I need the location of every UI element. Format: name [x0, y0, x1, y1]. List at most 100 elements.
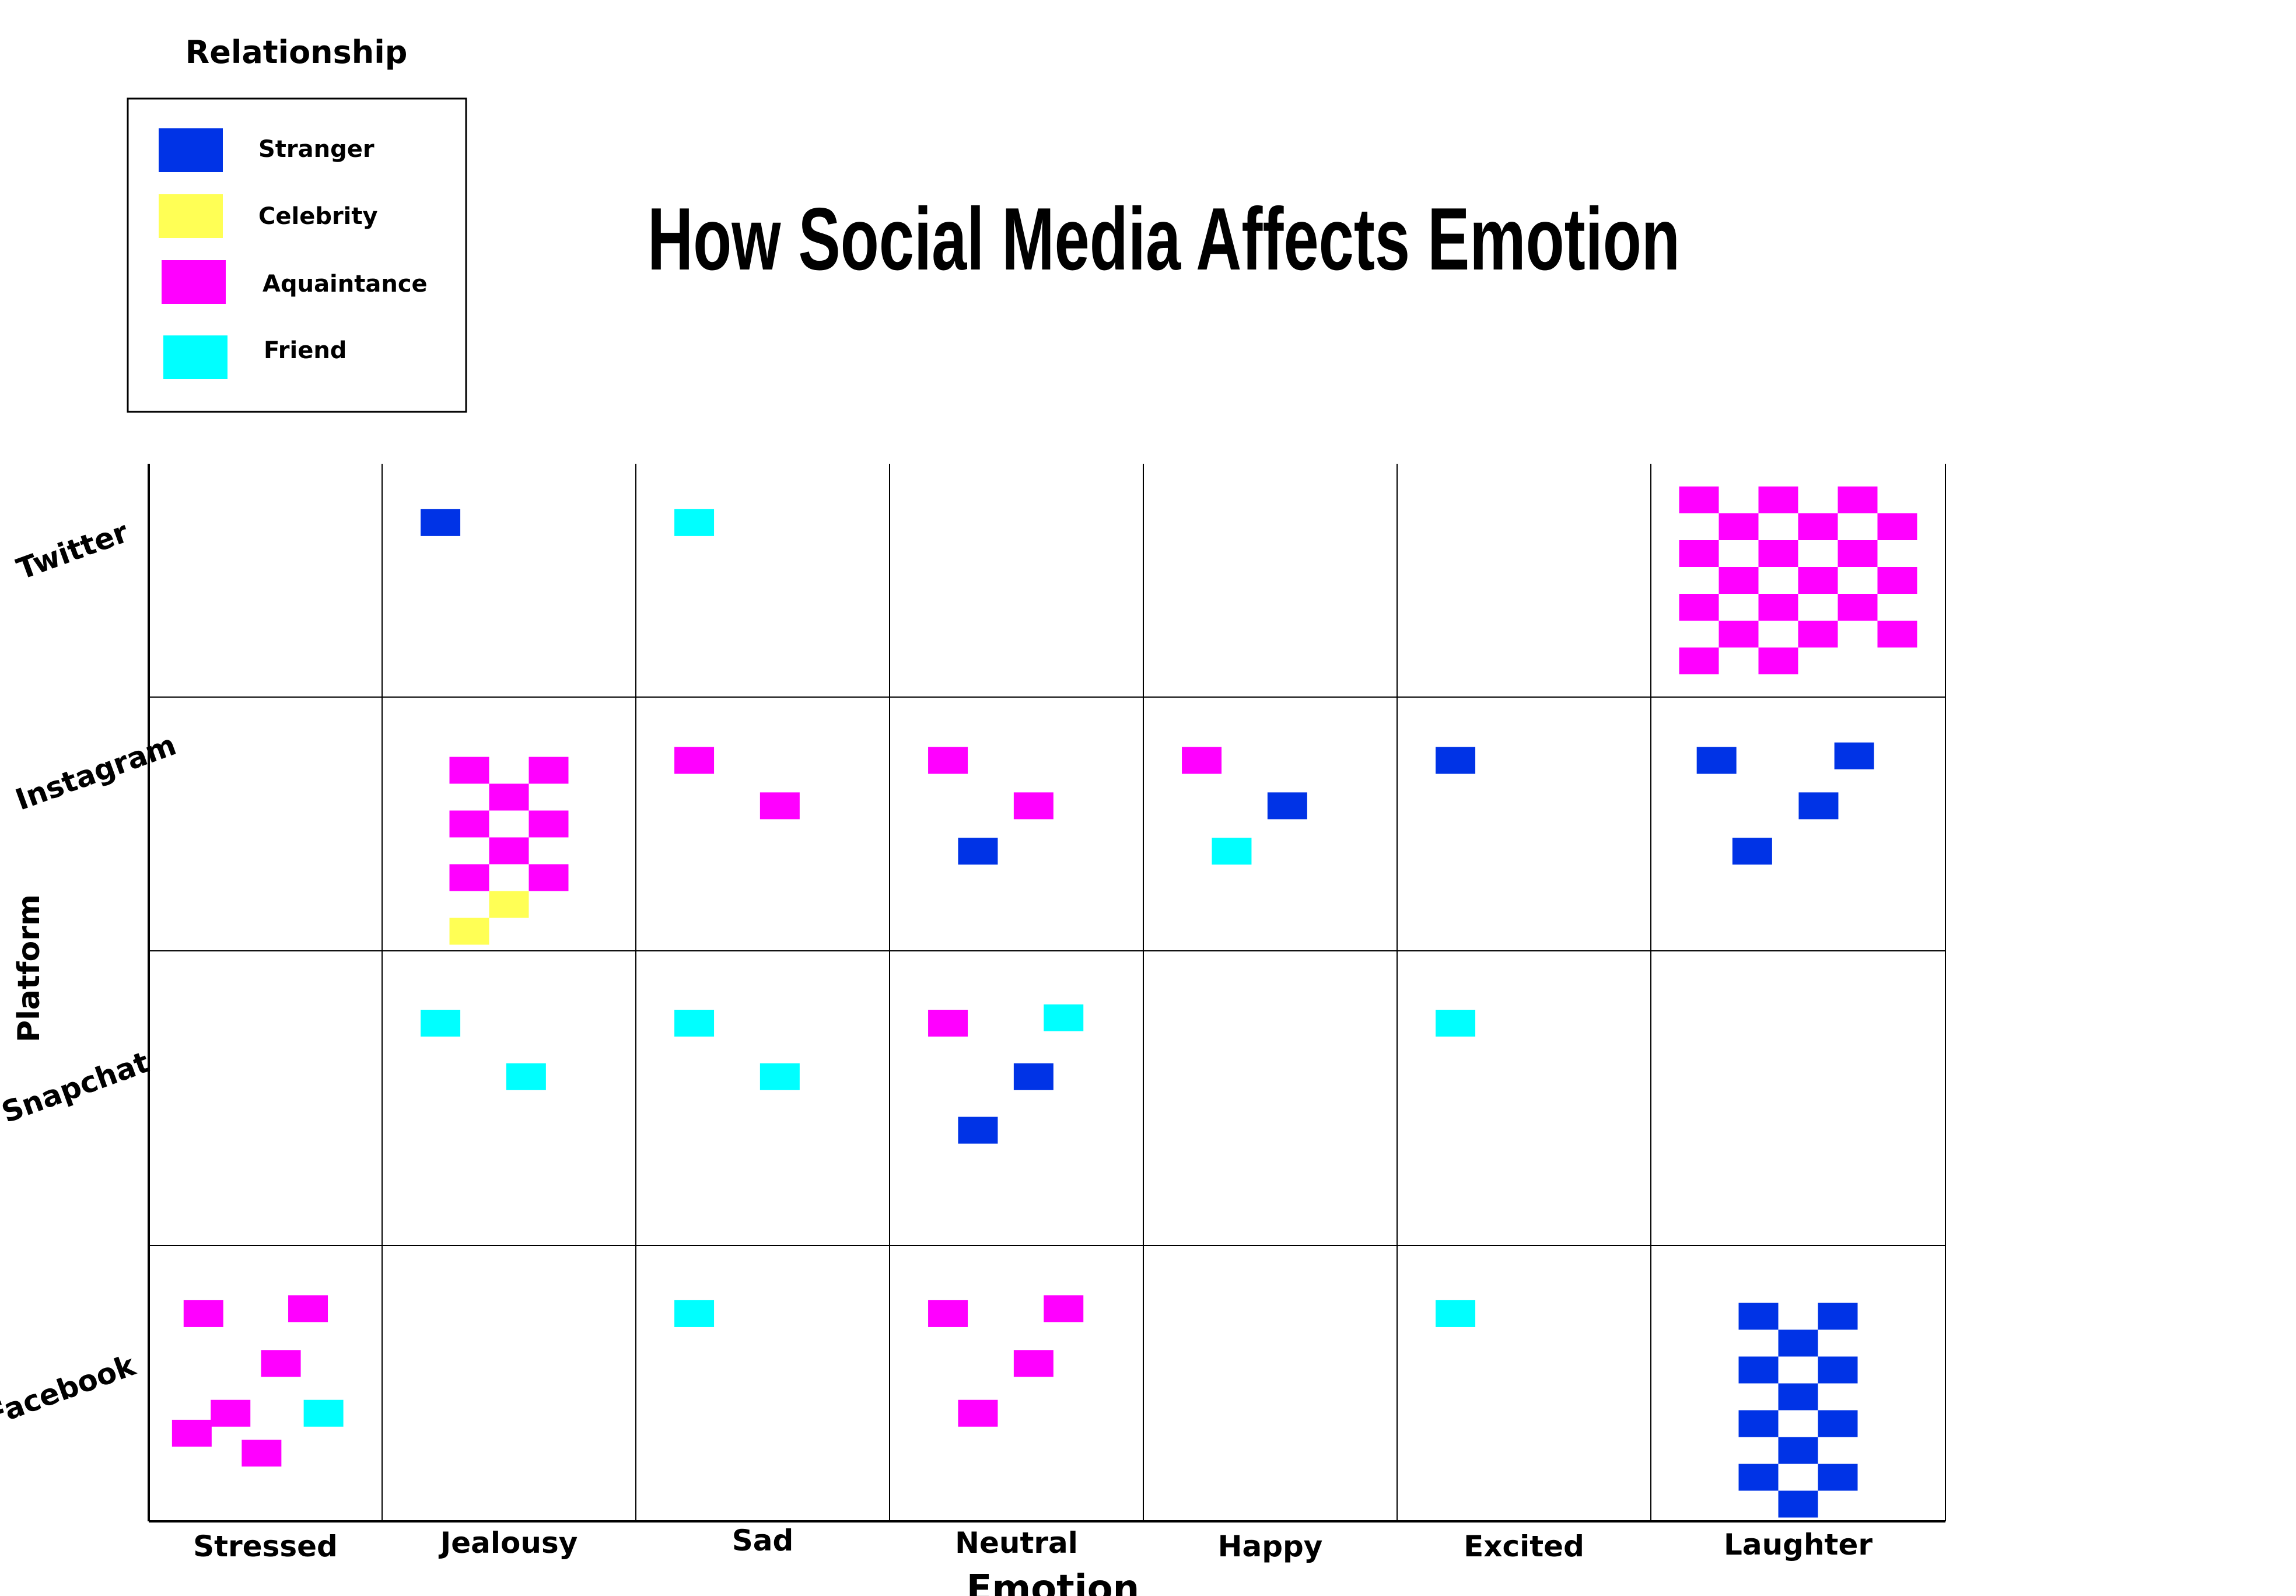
mark-aquaintance	[1838, 487, 1878, 513]
legend-label-stranger: Stranger	[258, 136, 374, 163]
mark-aquaintance	[760, 792, 800, 820]
mark-aquaintance	[261, 1350, 301, 1377]
mark-aquaintance	[1758, 487, 1798, 513]
mark-aquaintance	[183, 1300, 223, 1327]
mark-aquaintance	[1838, 540, 1878, 567]
x-tick-label: Sad	[732, 1524, 794, 1558]
mark-aquaintance	[242, 1440, 282, 1467]
mark-aquaintance	[1877, 567, 1917, 594]
mark-friend	[506, 1063, 546, 1090]
mark-aquaintance	[1758, 594, 1798, 621]
mark-aquaintance	[1718, 513, 1759, 540]
mark-aquaintance	[528, 757, 569, 784]
mark-aquaintance	[288, 1295, 328, 1322]
chart-title: How Social Media Affects Emotion	[648, 190, 1680, 289]
mark-aquaintance	[1718, 621, 1759, 648]
mark-aquaintance	[1877, 621, 1917, 648]
x-tick-label: Neutral	[955, 1526, 1078, 1560]
mark-friend	[1436, 1009, 1476, 1037]
mark-aquaintance	[928, 1009, 968, 1037]
mark-stranger	[1778, 1437, 1818, 1464]
mark-friend	[1212, 838, 1252, 865]
legend-label-celebrity: Celebrity	[258, 203, 378, 230]
mark-aquaintance	[1758, 540, 1798, 567]
mark-aquaintance	[928, 747, 968, 774]
mark-aquaintance	[449, 864, 489, 891]
mark-aquaintance	[674, 747, 715, 774]
mark-aquaintance	[1044, 1295, 1084, 1322]
mark-aquaintance	[1013, 792, 1054, 820]
mark-aquaintance	[1798, 621, 1838, 648]
x-tick-label: Happy	[1218, 1530, 1323, 1563]
mark-stranger	[1436, 747, 1476, 774]
mark-celebrity	[489, 891, 529, 918]
x-tick-label: Excited	[1464, 1530, 1584, 1563]
mark-aquaintance	[1679, 594, 1719, 621]
legend-swatch-aquaintance	[162, 260, 226, 304]
mark-aquaintance	[1877, 513, 1917, 540]
mark-stranger	[1732, 838, 1772, 865]
mark-stranger	[1738, 1410, 1779, 1437]
mark-stranger	[1818, 1464, 1858, 1491]
mark-aquaintance	[528, 810, 569, 838]
mark-stranger	[958, 838, 998, 865]
legend-label-friend: Friend	[264, 337, 346, 364]
x-axis-label: Emotion	[967, 1567, 1139, 1596]
mark-aquaintance	[1758, 648, 1798, 674]
mark-aquaintance	[1013, 1350, 1054, 1377]
mark-stranger	[1267, 792, 1307, 820]
mark-stranger	[1818, 1356, 1858, 1384]
mark-aquaintance	[1182, 747, 1222, 774]
legend-title: Relationship	[186, 34, 408, 71]
mark-aquaintance	[172, 1419, 212, 1447]
mark-stranger	[1013, 1063, 1054, 1090]
mark-friend	[1044, 1004, 1084, 1031]
mark-stranger	[1834, 742, 1874, 769]
mark-aquaintance	[958, 1399, 998, 1427]
legend-box	[127, 97, 467, 413]
y-axis-label: Platform	[12, 894, 47, 1042]
mark-aquaintance	[449, 757, 489, 784]
mark-stranger	[958, 1116, 998, 1144]
mark-friend	[303, 1399, 344, 1427]
mark-stranger	[1738, 1464, 1779, 1491]
mark-friend	[760, 1063, 800, 1090]
mark-aquaintance	[1838, 594, 1878, 621]
mark-stranger	[1738, 1303, 1779, 1330]
mark-aquaintance	[489, 837, 529, 864]
grid	[148, 464, 1946, 1522]
legend-label-aquaintance: Aquaintance	[262, 271, 428, 298]
mark-aquaintance	[928, 1300, 968, 1327]
mark-stranger	[1798, 792, 1839, 820]
data-marks	[172, 487, 1917, 1518]
x-tick-label: Stressed	[193, 1530, 338, 1563]
mark-friend	[674, 509, 715, 536]
x-tick-label: Laughter	[1724, 1528, 1873, 1562]
mark-aquaintance	[1798, 513, 1838, 540]
legend-swatch-stranger	[159, 128, 223, 172]
legend-swatch-celebrity	[159, 194, 223, 238]
mark-stranger	[1818, 1410, 1858, 1437]
x-tick-label: Jealousy	[439, 1526, 578, 1560]
mark-aquaintance	[489, 783, 529, 811]
mark-friend	[674, 1300, 715, 1327]
mark-aquaintance	[1798, 567, 1838, 594]
mark-stranger	[1696, 747, 1737, 774]
legend: Relationship Stranger Celebrity Aquaintanc…	[127, 34, 467, 413]
mark-aquaintance	[1679, 487, 1719, 513]
mark-stranger	[1778, 1490, 1818, 1518]
mark-stranger	[1778, 1329, 1818, 1357]
mark-stranger	[1738, 1356, 1779, 1384]
mark-aquaintance	[211, 1399, 251, 1427]
mark-stranger	[421, 509, 461, 536]
mark-friend	[421, 1009, 461, 1037]
mark-aquaintance	[1679, 540, 1719, 567]
mark-aquaintance	[1679, 648, 1719, 674]
mark-aquaintance	[528, 864, 569, 891]
legend-swatch-friend	[163, 335, 228, 379]
mark-aquaintance	[449, 810, 489, 838]
mark-friend	[1436, 1300, 1476, 1327]
mark-celebrity	[449, 918, 489, 945]
mark-stranger	[1818, 1303, 1858, 1330]
